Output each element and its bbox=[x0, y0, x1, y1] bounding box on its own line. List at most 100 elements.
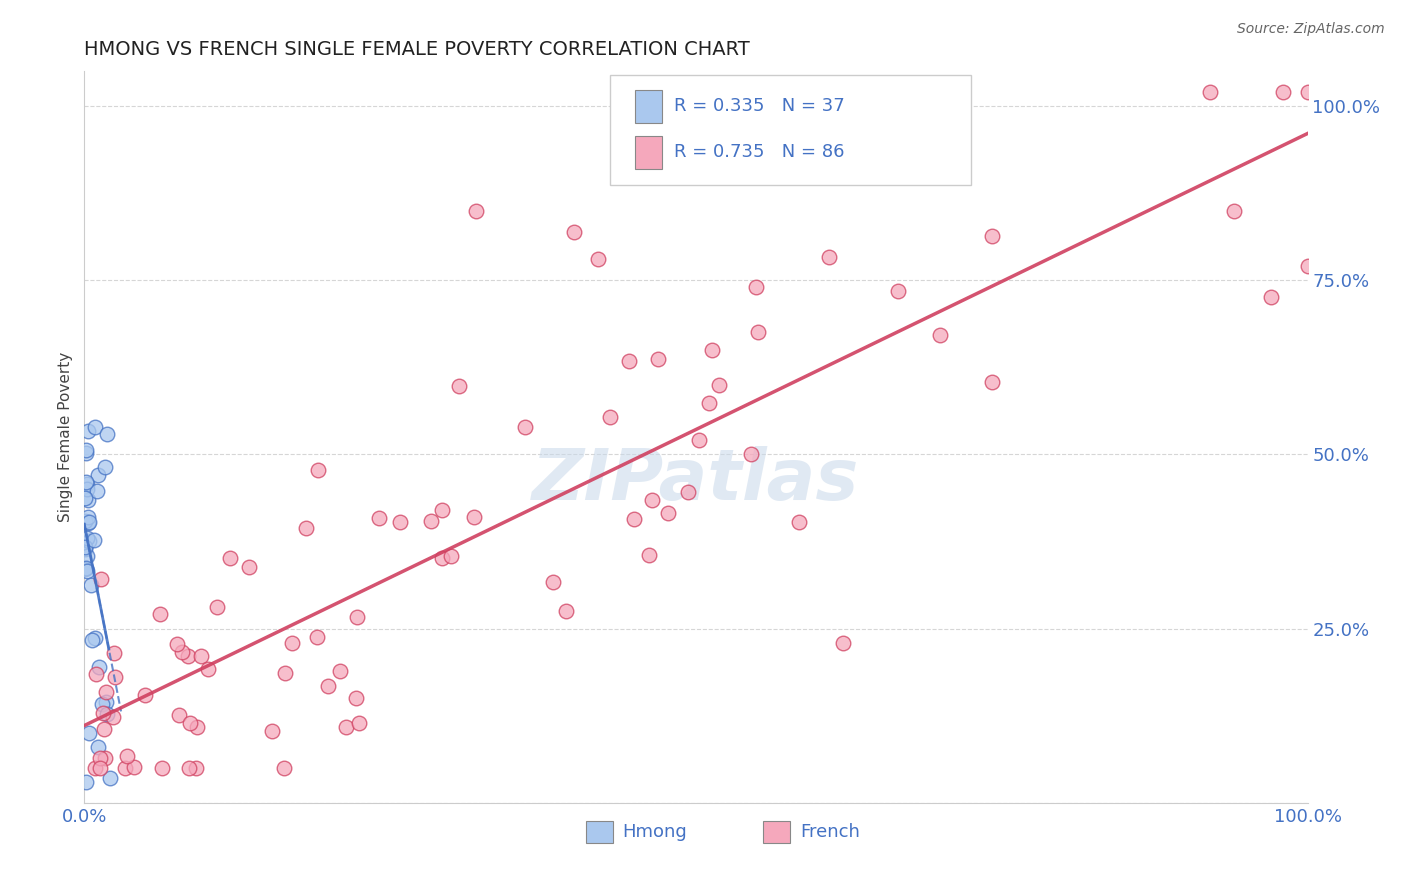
Point bbox=[745, 279, 768, 293]
Point bbox=[1198, 85, 1220, 99]
Point bbox=[186, 720, 208, 734]
Point bbox=[76, 477, 98, 491]
Point bbox=[76, 564, 98, 578]
Point bbox=[75, 540, 97, 554]
Text: R = 0.335   N = 37: R = 0.335 N = 37 bbox=[673, 97, 845, 115]
Point bbox=[702, 343, 724, 358]
Point bbox=[347, 715, 370, 730]
Point bbox=[641, 493, 664, 508]
Point bbox=[75, 775, 97, 789]
Y-axis label: Single Female Poverty: Single Female Poverty bbox=[58, 352, 73, 522]
Point bbox=[104, 670, 127, 684]
Point bbox=[79, 726, 101, 740]
Bar bbox=[636, 90, 662, 122]
Point bbox=[430, 503, 453, 517]
Point bbox=[657, 506, 679, 520]
Point bbox=[114, 761, 136, 775]
Point bbox=[316, 679, 339, 693]
Point bbox=[419, 514, 441, 528]
Point bbox=[184, 761, 207, 775]
Point bbox=[389, 516, 412, 530]
Point bbox=[176, 649, 198, 664]
Point bbox=[205, 599, 228, 614]
Point bbox=[238, 559, 260, 574]
Point bbox=[98, 771, 121, 785]
Point bbox=[274, 666, 297, 681]
Point bbox=[464, 203, 486, 218]
Point bbox=[77, 534, 100, 549]
Point bbox=[94, 751, 117, 765]
Point bbox=[599, 409, 621, 424]
Point bbox=[87, 659, 110, 673]
Point bbox=[886, 284, 908, 298]
Point bbox=[562, 225, 585, 239]
Point bbox=[166, 637, 188, 651]
Point bbox=[981, 376, 1004, 390]
Point bbox=[831, 635, 853, 649]
Point bbox=[167, 708, 190, 723]
Point bbox=[219, 550, 242, 565]
Point bbox=[787, 515, 810, 529]
Point bbox=[91, 706, 114, 720]
Point bbox=[83, 761, 105, 775]
Point bbox=[305, 630, 328, 644]
Point bbox=[678, 484, 700, 499]
Point bbox=[94, 460, 117, 475]
Point bbox=[647, 352, 669, 367]
Point bbox=[91, 697, 114, 711]
Point bbox=[96, 707, 118, 722]
Point bbox=[75, 561, 97, 575]
Point bbox=[280, 636, 302, 650]
Point bbox=[87, 739, 110, 754]
Point bbox=[77, 515, 100, 529]
Point bbox=[740, 447, 762, 461]
Point bbox=[463, 510, 485, 524]
Point bbox=[1272, 85, 1295, 99]
Point bbox=[134, 688, 156, 702]
Point bbox=[76, 531, 98, 545]
Point bbox=[76, 424, 98, 438]
Point bbox=[172, 645, 194, 659]
Point bbox=[335, 720, 357, 734]
Point bbox=[76, 482, 98, 496]
Point bbox=[262, 723, 284, 738]
Point bbox=[329, 664, 352, 678]
Point bbox=[447, 379, 470, 393]
Point bbox=[1260, 289, 1282, 303]
Point bbox=[179, 761, 201, 775]
Point bbox=[637, 548, 659, 562]
Point bbox=[747, 326, 769, 340]
Point bbox=[83, 533, 105, 547]
Point bbox=[1296, 259, 1319, 273]
Point bbox=[555, 604, 578, 618]
Point bbox=[430, 550, 453, 565]
Bar bbox=[586, 821, 613, 843]
Point bbox=[77, 516, 100, 530]
Point bbox=[273, 761, 295, 775]
Point bbox=[586, 252, 609, 267]
Point bbox=[80, 633, 103, 648]
Point bbox=[84, 667, 107, 681]
Point bbox=[76, 549, 98, 563]
Point bbox=[981, 228, 1004, 243]
Point bbox=[103, 646, 125, 660]
Point bbox=[77, 493, 100, 508]
Bar bbox=[763, 821, 790, 843]
Point bbox=[346, 609, 368, 624]
Text: Hmong: Hmong bbox=[623, 823, 688, 841]
Bar bbox=[636, 136, 662, 169]
Text: R = 0.735   N = 86: R = 0.735 N = 86 bbox=[673, 144, 845, 161]
FancyBboxPatch shape bbox=[610, 75, 972, 185]
Point bbox=[122, 760, 145, 774]
Point bbox=[89, 750, 111, 764]
Point bbox=[73, 562, 96, 576]
Point bbox=[93, 723, 115, 737]
Point bbox=[101, 709, 124, 723]
Point bbox=[79, 577, 101, 591]
Point bbox=[697, 396, 720, 410]
Point bbox=[89, 761, 111, 775]
Point bbox=[84, 632, 107, 646]
Point bbox=[75, 446, 97, 460]
Point bbox=[688, 433, 710, 447]
Text: ZIPatlas: ZIPatlas bbox=[533, 447, 859, 516]
